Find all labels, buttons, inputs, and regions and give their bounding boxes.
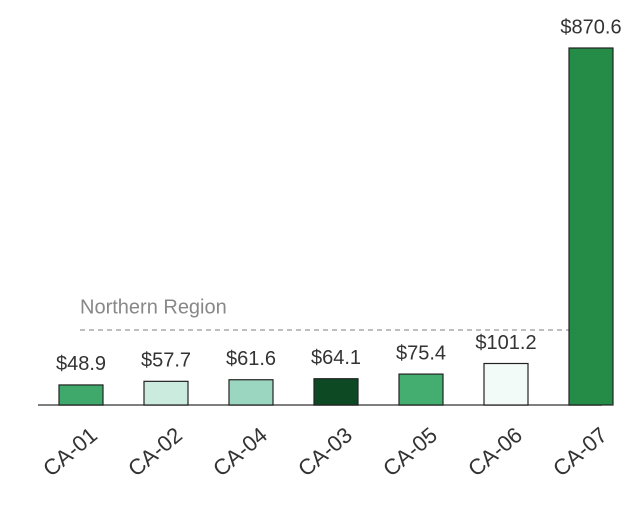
x-tick-label: CA-04 — [208, 422, 272, 481]
value-label: $870.6 — [560, 16, 621, 38]
x-tick-label: CA-05 — [378, 422, 442, 481]
x-tick-label: CA-02 — [123, 422, 187, 481]
reference-label: Northern Region — [80, 296, 227, 318]
bar — [398, 373, 444, 406]
x-tick-label: CA-01 — [38, 422, 102, 481]
value-label: $101.2 — [475, 332, 536, 354]
value-label: $61.6 — [226, 348, 276, 370]
x-tick-label: CA-03 — [293, 422, 357, 481]
bar — [313, 378, 359, 406]
value-label: $64.1 — [311, 347, 361, 369]
bar — [483, 362, 529, 406]
bar — [58, 384, 104, 406]
value-label: $57.7 — [141, 350, 191, 372]
bar — [228, 379, 274, 406]
bar — [143, 380, 189, 406]
value-label: $48.9 — [56, 353, 106, 375]
value-label: $75.4 — [396, 342, 446, 364]
x-tick-label: CA-07 — [548, 422, 612, 481]
bar — [568, 47, 614, 406]
x-tick-label: CA-06 — [463, 422, 527, 481]
